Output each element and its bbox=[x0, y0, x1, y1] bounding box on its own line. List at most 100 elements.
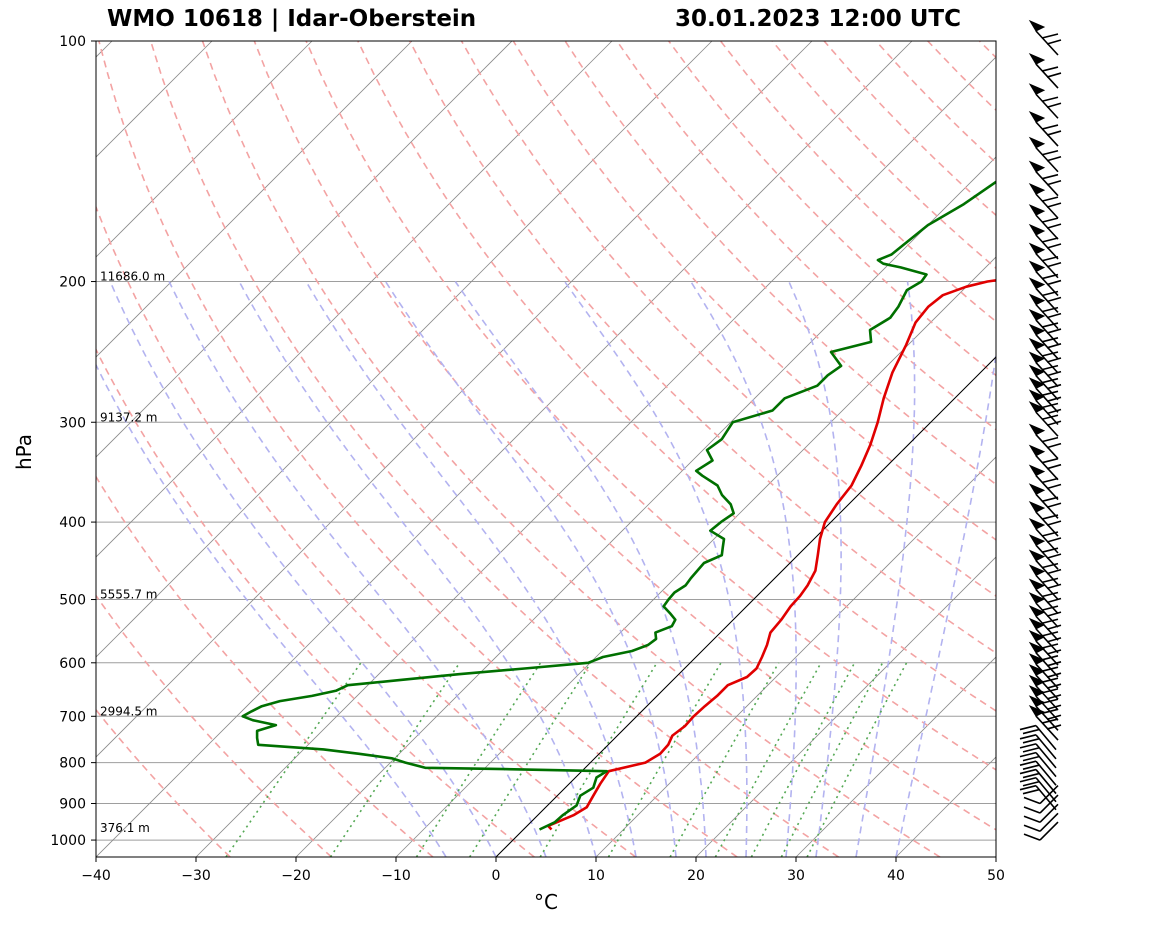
wind-barb-flag bbox=[1041, 33, 1062, 45]
x-axis-label: °C bbox=[534, 890, 558, 914]
wind-barb-pennant bbox=[1028, 564, 1046, 577]
mixing-ratio-line bbox=[780, 662, 884, 857]
wind-barb-staff bbox=[1035, 30, 1059, 56]
moist-adiabat bbox=[305, 281, 637, 857]
y-axis-label: hPa bbox=[12, 434, 36, 470]
wind-barb-staff bbox=[1035, 121, 1059, 147]
dry-adiabat bbox=[253, 41, 996, 831]
wind-barb bbox=[1028, 136, 1062, 173]
mixing-ratio-line bbox=[415, 662, 542, 857]
wind-barb bbox=[1028, 664, 1062, 700]
wind-barb-pennant bbox=[1028, 364, 1046, 377]
wind-barb-staff bbox=[1035, 399, 1059, 426]
wind-barb bbox=[1028, 389, 1062, 426]
isotherm-10 bbox=[595, 456, 996, 857]
wind-barb-flag bbox=[1041, 605, 1062, 617]
wind-barb-pennant bbox=[1028, 549, 1046, 562]
y-tick-label: 800 bbox=[59, 756, 86, 772]
isotherm--90 bbox=[96, 41, 413, 358]
wind-barb bbox=[1028, 605, 1062, 641]
mixing-ratio-line bbox=[806, 662, 908, 857]
wind-barb-staff bbox=[1035, 362, 1059, 388]
wind-barb-flag bbox=[1041, 96, 1062, 109]
wind-barb-pennant bbox=[1028, 53, 1046, 65]
wind-barb bbox=[1028, 401, 1062, 437]
wind-barb-pennant bbox=[1028, 674, 1046, 687]
wind-barb bbox=[1019, 734, 1057, 760]
wind-barb-flag bbox=[1041, 643, 1062, 655]
wind-barb-pennant bbox=[1028, 293, 1046, 306]
y-tick-label: 500 bbox=[59, 593, 86, 609]
moist-adiabat bbox=[690, 281, 797, 857]
wind-barb bbox=[1023, 812, 1059, 833]
wind-barb bbox=[1028, 293, 1062, 330]
wind-barb-staff bbox=[1019, 760, 1057, 786]
wind-barb-staff bbox=[1035, 652, 1059, 678]
wind-barb-pennant bbox=[1028, 323, 1046, 336]
x-tick-label: 20 bbox=[687, 868, 705, 884]
wind-barb-pennant bbox=[1028, 351, 1046, 364]
dry-adiabat bbox=[408, 41, 996, 654]
wind-barb-staff bbox=[1035, 253, 1059, 279]
wind-barb-staff bbox=[1035, 387, 1059, 413]
wind-barb-flag bbox=[1041, 618, 1062, 631]
x-tick-label: −10 bbox=[381, 868, 411, 884]
wind-barb-flag bbox=[1041, 149, 1062, 162]
wind-barb-staff bbox=[1035, 287, 1059, 314]
wind-barb-flag bbox=[1041, 655, 1062, 667]
wind-barb-staff bbox=[1035, 147, 1059, 173]
wind-barb-staff bbox=[1035, 560, 1059, 586]
wind-barb-flag bbox=[1041, 273, 1062, 286]
wind-barb-flag bbox=[1041, 577, 1062, 590]
wind-barb bbox=[1028, 364, 1062, 401]
dry-adiabat bbox=[98, 41, 738, 857]
wind-barb-pennant bbox=[1028, 389, 1046, 402]
wind-barb-staff bbox=[1035, 434, 1059, 460]
wind-barb-pennant bbox=[1028, 444, 1046, 457]
zero-degree-isotherm bbox=[495, 356, 996, 857]
dewpoint-profile bbox=[241, 180, 996, 831]
wind-barb-flag bbox=[1041, 290, 1062, 303]
dry-adiabat bbox=[1083, 41, 1160, 857]
wind-barb-staff bbox=[1035, 544, 1059, 570]
isotherm-40 bbox=[895, 756, 996, 857]
wind-barb-staff bbox=[1035, 511, 1059, 537]
wind-barb-flag bbox=[1041, 547, 1062, 559]
moist-adiabat bbox=[109, 281, 497, 857]
dry-adiabat bbox=[978, 41, 996, 59]
isotherm--100 bbox=[96, 41, 313, 258]
wind-barb-pennant bbox=[1028, 592, 1046, 604]
dry-adiabat bbox=[512, 41, 996, 541]
wind-barb bbox=[1028, 685, 1062, 721]
y-tick-label: 700 bbox=[59, 709, 86, 725]
wind-barb-flag bbox=[1041, 631, 1062, 643]
wind-barb-staff bbox=[1035, 528, 1059, 554]
wind-barb bbox=[1028, 323, 1062, 360]
wind-barb-flag bbox=[1041, 457, 1062, 470]
chart-title-station: WMO 10618 | Idar-Oberstein bbox=[107, 6, 477, 32]
wind-barb bbox=[1019, 743, 1057, 769]
dry-adiabat bbox=[96, 594, 333, 857]
isotherm--40 bbox=[96, 41, 913, 857]
wind-barb bbox=[1028, 260, 1062, 297]
wind-barb-pennant bbox=[1028, 401, 1046, 413]
isotherm--20 bbox=[295, 156, 996, 857]
isotherm--10 bbox=[395, 256, 996, 857]
wind-barb-staff bbox=[1035, 705, 1059, 731]
wind-barb-flag bbox=[1041, 66, 1062, 78]
wind-barb bbox=[1028, 308, 1062, 345]
moist-adiabat bbox=[454, 281, 707, 857]
dry-adiabat bbox=[1135, 41, 1160, 857]
wind-barb-staff bbox=[1035, 319, 1059, 345]
wind-barb-staff bbox=[1035, 348, 1059, 374]
moist-adiabat bbox=[895, 348, 996, 857]
wind-barb bbox=[1028, 641, 1062, 678]
moist-adiabat bbox=[563, 281, 748, 857]
wind-barb bbox=[1028, 629, 1062, 666]
wind-barb-flag bbox=[1041, 351, 1062, 363]
wind-barb-pennant bbox=[1028, 308, 1046, 321]
wind-barb-staff bbox=[1035, 411, 1059, 437]
wind-barb bbox=[1019, 751, 1057, 778]
wind-barb-pennant bbox=[1028, 242, 1046, 255]
temperature-profile bbox=[546, 279, 996, 831]
